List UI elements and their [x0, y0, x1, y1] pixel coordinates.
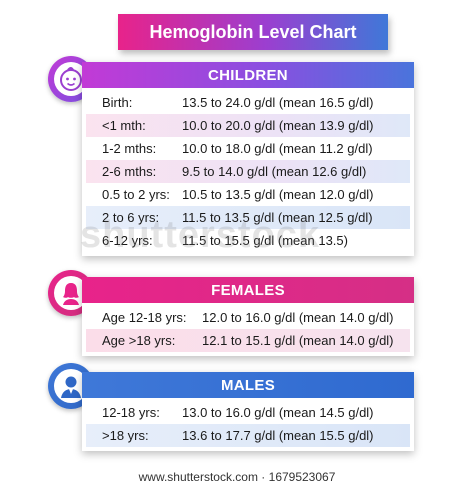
age-label: Age >18 yrs: [102, 333, 176, 348]
age-label: 2 to 6 yrs: [102, 210, 160, 225]
range-value: 12.0 to 16.0 g/dl (mean 14.0 g/dl) [202, 310, 394, 325]
range-value: 10.5 to 13.5 g/dl (mean 12.0 g/dl) [182, 187, 374, 202]
baby-face-icon [60, 67, 82, 91]
male-person-icon [61, 376, 81, 398]
table-row: 12-18 yrs: 13.0 to 16.0 g/dl (mean 14.5 … [86, 401, 410, 424]
range-value: 11.5 to 15.5 g/dl (mean 13.5) [182, 233, 348, 248]
age-label: 12-18 yrs: [102, 405, 160, 420]
table-row: <1 mth: 10.0 to 20.0 g/dl (mean 13.9 g/d… [86, 114, 410, 137]
table-row: 2-6 mths: 9.5 to 14.0 g/dl (mean 12.6 g/… [86, 160, 410, 183]
females-header: FEMALES [82, 277, 414, 303]
table-row: 1-2 mths: 10.0 to 18.0 g/dl (mean 11.2 g… [86, 137, 410, 160]
children-header: CHILDREN [82, 62, 414, 88]
age-label: >18 yrs: [102, 428, 149, 443]
age-label: 6-12 yrs: [102, 233, 153, 248]
page-title: Hemoglobin Level Chart [118, 14, 388, 50]
range-value: 13.0 to 16.0 g/dl (mean 14.5 g/dl) [182, 405, 374, 420]
males-header: MALES [82, 372, 414, 398]
table-row: Age 12-18 yrs: 12.0 to 16.0 g/dl (mean 1… [86, 306, 410, 329]
table-row: Birth: 13.5 to 24.0 g/dl (mean 16.5 g/dl… [86, 91, 410, 114]
age-label: 2-6 mths: [102, 164, 157, 179]
range-value: 11.5 to 13.5 g/dl (mean 12.5 g/dl) [182, 210, 373, 225]
table-row: 6-12 yrs: 11.5 to 15.5 g/dl (mean 13.5) [86, 229, 410, 252]
age-label: <1 mth: [102, 118, 146, 133]
age-label: Birth: [102, 95, 133, 110]
range-value: 10.0 to 18.0 g/dl (mean 11.2 g/dl) [182, 141, 373, 156]
table-row: 0.5 to 2 yrs: 10.5 to 13.5 g/dl (mean 12… [86, 183, 410, 206]
range-value: 10.0 to 20.0 g/dl (mean 13.9 g/dl) [182, 118, 374, 133]
range-value: 13.5 to 24.0 g/dl (mean 16.5 g/dl) [182, 95, 374, 110]
females-panel: FEMALES Age 12-18 yrs: 12.0 to 16.0 g/dl… [82, 277, 414, 356]
table-row: Age >18 yrs: 12.1 to 15.1 g/dl (mean 14.… [86, 329, 410, 352]
female-person-icon [63, 283, 79, 305]
children-panel: CHILDREN Birth: 13.5 to 24.0 g/dl (mean … [82, 62, 414, 256]
table-row: >18 yrs: 13.6 to 17.7 g/dl (mean 15.5 g/… [86, 424, 410, 447]
range-value: 9.5 to 14.0 g/dl (mean 12.6 g/dl) [182, 164, 367, 179]
range-value: 13.6 to 17.7 g/dl (mean 15.5 g/dl) [182, 428, 374, 443]
males-panel: MALES 12-18 yrs: 13.0 to 16.0 g/dl (mean… [82, 372, 414, 451]
age-label: 0.5 to 2 yrs: [102, 187, 170, 202]
range-value: 12.1 to 15.1 g/dl (mean 14.0 g/dl) [202, 333, 394, 348]
age-label: Age 12-18 yrs: [102, 310, 187, 325]
age-label: 1-2 mths: [102, 141, 157, 156]
table-row: 2 to 6 yrs: 11.5 to 13.5 g/dl (mean 12.5… [86, 206, 410, 229]
footer-credit: www.shutterstock.com · 1679523067 [138, 470, 336, 484]
